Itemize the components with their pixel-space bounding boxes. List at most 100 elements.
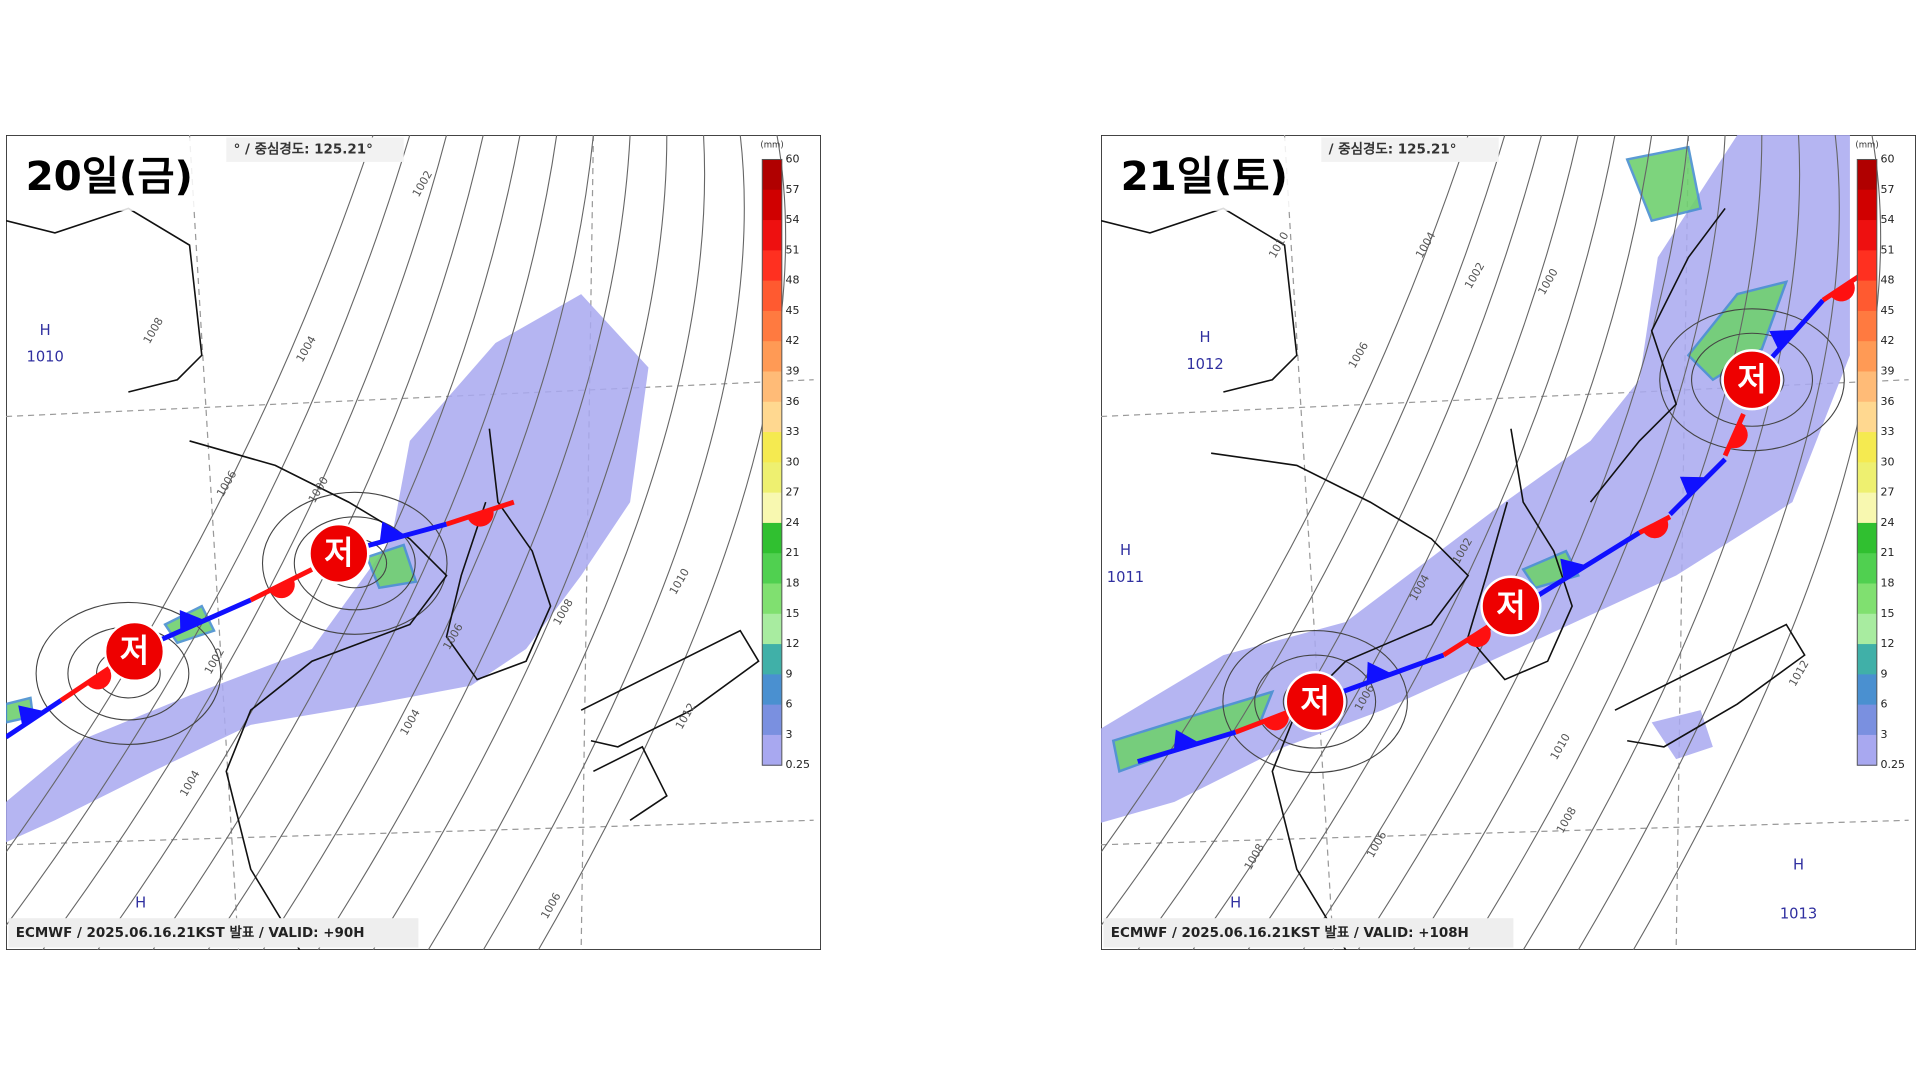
cold-front-symbol (1560, 558, 1587, 580)
colorbar-swatch (762, 674, 782, 706)
colorbar-swatch (762, 734, 782, 766)
isobar (1302, 135, 1653, 950)
colorbar-tick-label: 24 (786, 516, 800, 529)
high-pressure-symbol: H (1793, 857, 1804, 874)
precipitation-area (1651, 710, 1713, 760)
warm-front-symbol (467, 508, 494, 527)
precipitation-area (6, 294, 649, 843)
coastline (6, 207, 203, 393)
colorbar-swatch (762, 462, 782, 494)
colorbar-tick-label: 54 (1881, 213, 1895, 226)
colorbar-tick-label: 0.25 (1881, 758, 1906, 771)
cold-front-symbol (179, 609, 205, 632)
panel-title: 20일(금) (26, 153, 193, 200)
colorbar-swatch (762, 432, 782, 463)
warm-front-symbol (269, 578, 295, 599)
isobar (6, 135, 411, 927)
warm-front-symbol (1642, 518, 1669, 539)
colorbar-swatch (1857, 583, 1877, 615)
precipitation-area (1101, 135, 1850, 823)
colorbar-swatch (762, 492, 782, 524)
high-pressure-symbol: H (1199, 329, 1210, 346)
footer-text: ECMWF / 2025.06.16.21KST 발표 / VALID: +10… (1111, 924, 1469, 941)
colorbar-tick-label: 60 (1881, 152, 1895, 165)
colorbar-swatch (762, 341, 782, 373)
cold-front-symbol (1769, 329, 1797, 351)
low-pressure-label: 저 (1737, 360, 1766, 398)
header-text: ° / 중심경도: 125.21° (234, 141, 373, 158)
high-pressure-symbol: H (135, 894, 146, 911)
colorbar-tick-label: 42 (786, 334, 800, 347)
coastline (1211, 452, 1470, 950)
header-text: / 중심경도: 125.21° (1329, 141, 1457, 158)
panel-title: 21일(토) (1121, 153, 1288, 200)
colorbar-tick-label: 30 (786, 455, 800, 468)
isobar (1632, 135, 1882, 950)
colorbar-swatch (762, 250, 782, 282)
colorbar-tick-label: 3 (786, 728, 793, 741)
colorbar-tick-label: 12 (786, 637, 800, 650)
isobar (1101, 135, 1469, 854)
colorbar-swatch (762, 583, 782, 615)
isobar (1659, 308, 1845, 452)
high-pressure-value: 1011 (1107, 569, 1144, 586)
heavy-precipitation (365, 543, 418, 590)
colorbar-tick-label: 33 (786, 425, 800, 438)
colorbar-swatch (1857, 553, 1877, 585)
colorbar-swatch (1857, 644, 1877, 675)
isobar (372, 135, 668, 950)
cold-front (1137, 729, 1237, 764)
colorbar-swatch (1857, 250, 1877, 282)
low-pressure-label: 저 (1301, 682, 1330, 720)
colorbar-tick-label: 27 (1881, 486, 1895, 499)
map-panel: 1002 1004 1006 1008 1000 1002 1004 1006 1008 1010… (6, 135, 821, 950)
colorbar-tick-label: 39 (786, 364, 800, 377)
colorbar-tick-label: 51 (1881, 243, 1895, 256)
map: 1002100410061008100010021004100610081010… (6, 135, 821, 950)
colorbar-swatch (762, 371, 782, 403)
isobar (1467, 135, 1763, 950)
colorbar-tick-label: 54 (786, 213, 800, 226)
colorbar-swatch (1857, 462, 1877, 494)
colorbar-tick-label: 42 (1881, 334, 1895, 347)
colorbar-swatch (762, 522, 782, 554)
cold-front-symbol (379, 521, 406, 543)
colorbar-tick-label: 36 (786, 395, 800, 408)
graticule (6, 379, 814, 418)
coastline (593, 745, 668, 821)
colorbar-swatch (762, 553, 782, 585)
high-pressure-symbol: H (1120, 542, 1131, 559)
colorbar-swatch (762, 704, 782, 736)
graticule (1283, 135, 1335, 950)
coastline (1101, 207, 1298, 393)
colorbar-swatch (762, 280, 782, 312)
isobar (35, 601, 222, 745)
colorbar-tick-label: 15 (1881, 607, 1895, 620)
isobar (1357, 135, 1689, 950)
low-pressure-marker (308, 522, 370, 585)
colorbar-tick-label: 9 (1881, 667, 1888, 680)
colorbar-swatch (1857, 280, 1877, 312)
colorbar-swatch (762, 401, 782, 433)
colorbar-tick-label: 48 (1881, 274, 1895, 287)
low-pressure-label: 저 (324, 534, 353, 572)
colorbar-swatch (1857, 371, 1877, 403)
footer-box (1103, 918, 1514, 948)
warm-front (1722, 413, 1746, 457)
cold-front-symbol (1679, 476, 1708, 497)
colorbar-tick-label: 21 (786, 546, 800, 559)
colorbar-swatch (762, 189, 782, 221)
coastline (1614, 623, 1806, 748)
colorbar-swatch (1857, 310, 1877, 342)
colorbar-swatch (762, 613, 782, 645)
isobar (1254, 654, 1377, 749)
colorbar-swatch (1857, 341, 1877, 373)
colorbar-tick-label: 57 (1881, 183, 1895, 196)
map-panel: 1010 1004 1002 1000 1006 1002 1004 1006 1008 1010… (1101, 135, 1916, 950)
isobar (1137, 135, 1543, 950)
colorbar-tick-label: 24 (1881, 516, 1895, 529)
warm-front-symbol (1830, 280, 1855, 302)
isobar (1101, 135, 1506, 927)
colorbar-swatch (762, 644, 782, 675)
